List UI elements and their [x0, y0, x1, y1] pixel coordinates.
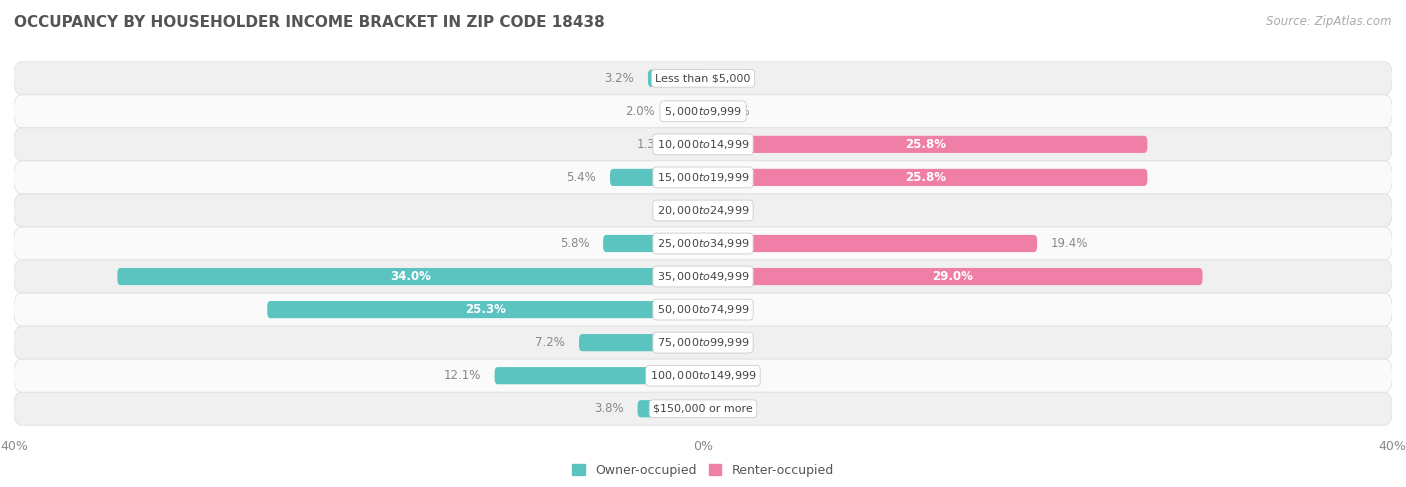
FancyBboxPatch shape [681, 136, 703, 153]
FancyBboxPatch shape [703, 268, 1202, 285]
FancyBboxPatch shape [117, 268, 703, 285]
FancyBboxPatch shape [14, 359, 1392, 392]
Text: 3.2%: 3.2% [605, 72, 634, 85]
FancyBboxPatch shape [703, 235, 1038, 252]
Text: $5,000 to $9,999: $5,000 to $9,999 [664, 105, 742, 118]
FancyBboxPatch shape [703, 169, 1147, 186]
Text: 25.3%: 25.3% [465, 303, 506, 316]
FancyBboxPatch shape [579, 334, 703, 351]
Text: Source: ZipAtlas.com: Source: ZipAtlas.com [1267, 15, 1392, 28]
Text: $15,000 to $19,999: $15,000 to $19,999 [657, 171, 749, 184]
FancyBboxPatch shape [14, 326, 1392, 359]
Text: 0.0%: 0.0% [720, 105, 749, 118]
FancyBboxPatch shape [603, 235, 703, 252]
Text: $35,000 to $49,999: $35,000 to $49,999 [657, 270, 749, 283]
Text: 25.8%: 25.8% [904, 138, 946, 151]
Text: $100,000 to $149,999: $100,000 to $149,999 [650, 369, 756, 382]
Text: 0.0%: 0.0% [720, 204, 749, 217]
FancyBboxPatch shape [495, 367, 703, 384]
Text: $75,000 to $99,999: $75,000 to $99,999 [657, 336, 749, 349]
FancyBboxPatch shape [669, 103, 703, 120]
Text: OCCUPANCY BY HOUSEHOLDER INCOME BRACKET IN ZIP CODE 18438: OCCUPANCY BY HOUSEHOLDER INCOME BRACKET … [14, 15, 605, 30]
Text: $150,000 or more: $150,000 or more [654, 404, 752, 414]
Text: 0.0%: 0.0% [720, 336, 749, 349]
FancyBboxPatch shape [703, 136, 1147, 153]
Text: $10,000 to $14,999: $10,000 to $14,999 [657, 138, 749, 151]
Text: 7.2%: 7.2% [536, 336, 565, 349]
Text: 29.0%: 29.0% [932, 270, 973, 283]
FancyBboxPatch shape [14, 128, 1392, 161]
FancyBboxPatch shape [14, 392, 1392, 425]
Text: 12.1%: 12.1% [443, 369, 481, 382]
Text: 0.0%: 0.0% [720, 72, 749, 85]
Text: 3.8%: 3.8% [595, 402, 624, 415]
Text: 0.0%: 0.0% [720, 369, 749, 382]
Text: 25.8%: 25.8% [904, 171, 946, 184]
FancyBboxPatch shape [14, 95, 1392, 128]
Text: 1.3%: 1.3% [637, 138, 666, 151]
FancyBboxPatch shape [648, 70, 703, 87]
Text: 19.4%: 19.4% [1050, 237, 1088, 250]
Text: $20,000 to $24,999: $20,000 to $24,999 [657, 204, 749, 217]
Text: 0.0%: 0.0% [720, 303, 749, 316]
Text: 0.0%: 0.0% [657, 204, 686, 217]
Text: 34.0%: 34.0% [389, 270, 430, 283]
Text: 2.0%: 2.0% [626, 105, 655, 118]
Text: $25,000 to $34,999: $25,000 to $34,999 [657, 237, 749, 250]
Text: 0.0%: 0.0% [720, 402, 749, 415]
FancyBboxPatch shape [14, 227, 1392, 260]
FancyBboxPatch shape [14, 194, 1392, 227]
Text: 5.4%: 5.4% [567, 171, 596, 184]
Legend: Owner-occupied, Renter-occupied: Owner-occupied, Renter-occupied [568, 459, 838, 482]
FancyBboxPatch shape [14, 161, 1392, 194]
FancyBboxPatch shape [267, 301, 703, 318]
FancyBboxPatch shape [14, 293, 1392, 326]
FancyBboxPatch shape [14, 62, 1392, 95]
FancyBboxPatch shape [610, 169, 703, 186]
FancyBboxPatch shape [14, 260, 1392, 293]
Text: $50,000 to $74,999: $50,000 to $74,999 [657, 303, 749, 316]
Text: Less than $5,000: Less than $5,000 [655, 73, 751, 83]
Text: 5.8%: 5.8% [560, 237, 589, 250]
FancyBboxPatch shape [637, 400, 703, 417]
